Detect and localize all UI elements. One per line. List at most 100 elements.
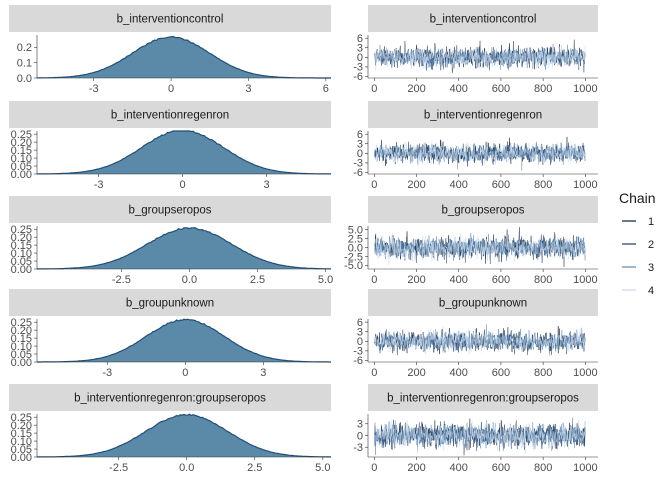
x-tick-label: 400 xyxy=(450,462,468,474)
y-tick-label: 0 xyxy=(357,52,363,64)
x-tick-label: 0.0 xyxy=(179,462,194,474)
x-tick-label: 600 xyxy=(492,367,510,379)
y-tick-label: 0.00 xyxy=(11,169,32,181)
facet-title: b_interventionregenron xyxy=(424,110,542,122)
density-line xyxy=(37,413,331,458)
x-tick-label: 0 xyxy=(371,462,377,474)
y-tick-label: 0.0 xyxy=(17,73,32,85)
x-tick-label: 1000 xyxy=(573,274,597,286)
y-tick-label: 3 xyxy=(357,327,363,339)
legend-label-3: 3 xyxy=(648,262,654,274)
y-tick-label: 0.10 xyxy=(11,248,32,260)
y-tick-label: -3 xyxy=(353,158,363,170)
y-tick-label: 2.5 xyxy=(348,233,363,245)
x-tick-label: 3 xyxy=(264,179,270,191)
y-tick-label: 0 xyxy=(357,430,363,442)
density-line xyxy=(37,227,332,270)
x-tick-label: 0 xyxy=(371,179,377,191)
y-tick-label: 0.05 xyxy=(11,256,32,268)
x-tick-label: 3 xyxy=(260,367,266,379)
x-tick-label: 800 xyxy=(534,462,552,474)
facet-strip xyxy=(368,289,598,316)
x-tick-label: 0 xyxy=(371,367,377,379)
y-tick-label: 0.25 xyxy=(11,129,32,141)
y-tick-label: 0.10 xyxy=(11,153,32,165)
x-tick-label: 1000 xyxy=(573,367,597,379)
legend-label-4: 4 xyxy=(648,285,654,297)
x-tick-label: 1000 xyxy=(573,179,597,191)
legend-title: Chain xyxy=(619,190,656,206)
facet-title: b_interventioncontrol xyxy=(430,14,537,26)
facet-title: b_groupseropos xyxy=(128,205,211,217)
y-tick-label: 0.00 xyxy=(11,264,32,276)
y-tick-label: 0.05 xyxy=(11,349,32,361)
trace-chain-3 xyxy=(374,233,586,261)
x-tick-label: 200 xyxy=(407,179,425,191)
y-tick-label: 5.0 xyxy=(348,224,363,236)
y-tick-label: 0 xyxy=(357,148,363,160)
y-tick-label: 0.20 xyxy=(11,232,32,244)
trace-chain-4 xyxy=(374,43,586,71)
x-tick-label: 0.0 xyxy=(182,274,197,286)
x-tick-label: 0 xyxy=(371,83,377,95)
x-tick-label: 800 xyxy=(534,179,552,191)
x-tick-label: 200 xyxy=(407,274,425,286)
x-tick-label: 1000 xyxy=(573,83,597,95)
facet-strip xyxy=(9,101,331,128)
y-tick-label: 0.0 xyxy=(348,242,363,254)
trace-chain-4 xyxy=(374,419,586,454)
x-tick-label: -2.5 xyxy=(112,274,131,286)
y-tick-label: 0.20 xyxy=(11,420,32,432)
y-tick-label: -6 xyxy=(353,355,363,367)
x-tick-label: 0 xyxy=(182,367,188,379)
x-tick-label: 200 xyxy=(407,367,425,379)
density-area xyxy=(37,131,331,174)
x-tick-label: 1000 xyxy=(573,462,597,474)
y-tick-label: 0.20 xyxy=(11,325,32,337)
facet-strip xyxy=(368,384,598,411)
facet-title: b_groupunknown xyxy=(126,298,214,310)
y-tick-label: 0.15 xyxy=(11,240,32,252)
y-tick-label: 6 xyxy=(357,317,363,329)
trace-panel-3: b_groupseropos -5.0-2.50.02.55.0 0 200 400 60… xyxy=(344,196,598,286)
facet-strip xyxy=(368,5,598,32)
x-tick-label: 600 xyxy=(492,179,510,191)
x-tick-label: 200 xyxy=(407,462,425,474)
density-panel-1: b_interventioncontrol 0.0 0.1 0.2 -3 0 3 6 xyxy=(9,5,331,95)
y-tick-label: -3 xyxy=(353,442,363,454)
x-tick-label: 2.5 xyxy=(250,274,265,286)
density-area xyxy=(37,319,331,362)
facet-title: b_groupseropos xyxy=(441,205,524,217)
x-tick-label: -3 xyxy=(102,367,112,379)
legend-label-1: 1 xyxy=(648,216,654,228)
x-tick-label: 5.0 xyxy=(315,462,330,474)
y-tick-label: -6 xyxy=(353,167,363,179)
density-panel-3: b_groupseropos 0.000.050.100.150.200.25 -2… xyxy=(9,196,333,286)
x-tick-label: -3 xyxy=(94,179,104,191)
facet-title: b_groupunknown xyxy=(439,298,527,310)
y-tick-label: 6 xyxy=(357,33,363,45)
x-tick-label: 600 xyxy=(492,274,510,286)
trace-chain-4 xyxy=(374,141,586,166)
facet-strip xyxy=(9,196,331,223)
facet-title: b_interventionregenron xyxy=(111,110,229,122)
facet-title: b_interventionregenron:groupseropos xyxy=(387,393,579,405)
density-area xyxy=(37,36,331,78)
trace-chain-4 xyxy=(374,232,586,265)
y-tick-label: 0.15 xyxy=(11,333,32,345)
y-tick-label: -3 xyxy=(353,62,363,74)
facet-strip xyxy=(9,384,331,411)
y-tick-label: 0.05 xyxy=(11,444,32,456)
y-tick-label: 0.10 xyxy=(11,341,32,353)
x-tick-label: 3 xyxy=(245,83,251,95)
x-tick-label: 400 xyxy=(450,274,468,286)
facet-title: b_interventioncontrol xyxy=(117,14,224,26)
y-tick-label: -6 xyxy=(353,71,363,83)
y-tick-label: -3 xyxy=(353,346,363,358)
x-tick-label: -3 xyxy=(89,83,99,95)
